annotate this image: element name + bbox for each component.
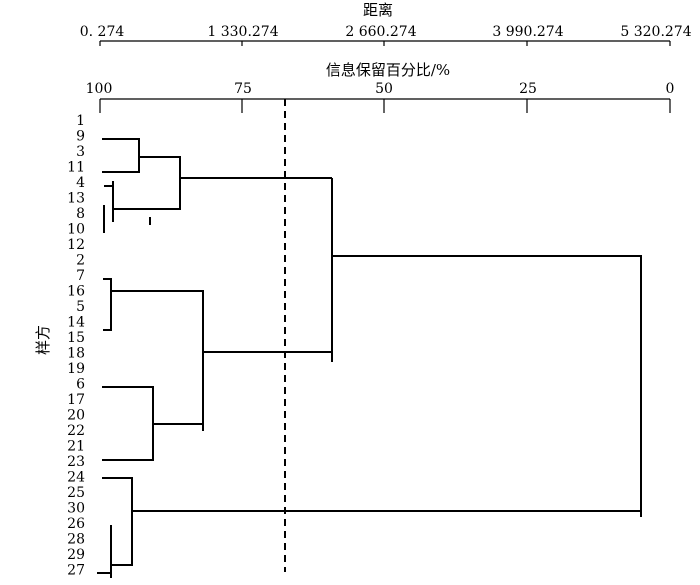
percent-tick-label: 25 [519,81,537,97]
percent-axis: 信息保留百分比/% 100 75 50 25 0 [86,61,675,113]
leaf-label: 7 [76,268,85,284]
distance-axis-title: 距离 [363,1,393,19]
percent-tick-label: 75 [234,81,252,97]
distance-tick-label: 3 990.274 [492,24,563,40]
leaf-label: 23 [67,454,85,470]
branch [102,138,140,173]
y-axis-title: 样方 [34,325,52,355]
branch [102,477,133,566]
branch [102,386,154,461]
leaf-label: 8 [76,206,85,222]
leaf-labels: 1931141381012271651415181961720222123242… [67,113,85,579]
percent-tick-label: 50 [375,81,393,97]
percent-tick-label: 100 [86,81,113,97]
leaf-label: 25 [67,485,85,501]
leaf-label: 29 [67,547,85,563]
branch [113,156,181,210]
distance-tick-label: 2 660.274 [345,24,416,40]
distance-tick-label: 0. 274 [80,24,125,40]
leaf-label: 19 [67,361,85,377]
percent-axis-title: 信息保留百分比/% [326,61,450,79]
leaf-label: 12 [67,237,85,253]
branch [103,278,112,331]
leaf-label: 10 [67,222,85,238]
distance-axis: 距离 0. 274 1 330.274 2 660.274 3 990.274 … [80,1,692,46]
leaf-label: 22 [67,423,85,439]
leaf-label: 2 [76,253,85,269]
leaf-label: 1 [76,113,85,129]
distance-tick-label: 1 330.274 [207,24,278,40]
leaf-label: 26 [67,516,85,532]
leaf-label: 30 [67,501,85,517]
leaf-label: 5 [76,299,85,315]
distance-tick-label: 5 320.274 [620,24,691,40]
leaf-label: 14 [67,315,85,331]
leaf-label: 21 [67,439,85,455]
leaf-label: 3 [76,144,85,160]
leaf-label: 20 [67,408,85,424]
leaf-label: 18 [67,346,85,362]
leaf-label: 28 [67,532,85,548]
leaf-label: 4 [76,175,85,191]
leaf-label: 11 [67,160,85,176]
percent-tick-label: 0 [666,81,675,97]
leaf-label: 16 [67,284,85,300]
leaf-label: 13 [67,191,85,207]
leaf-label: 24 [67,470,85,486]
dendrogram-branches [97,138,642,578]
leaf-label: 17 [67,392,85,408]
branch [111,290,204,431]
leaf-label: 9 [76,129,85,145]
leaf-label: 6 [76,377,85,393]
leaf-label: 27 [67,563,85,579]
leaf-label: 15 [67,330,85,346]
branch [332,255,642,517]
